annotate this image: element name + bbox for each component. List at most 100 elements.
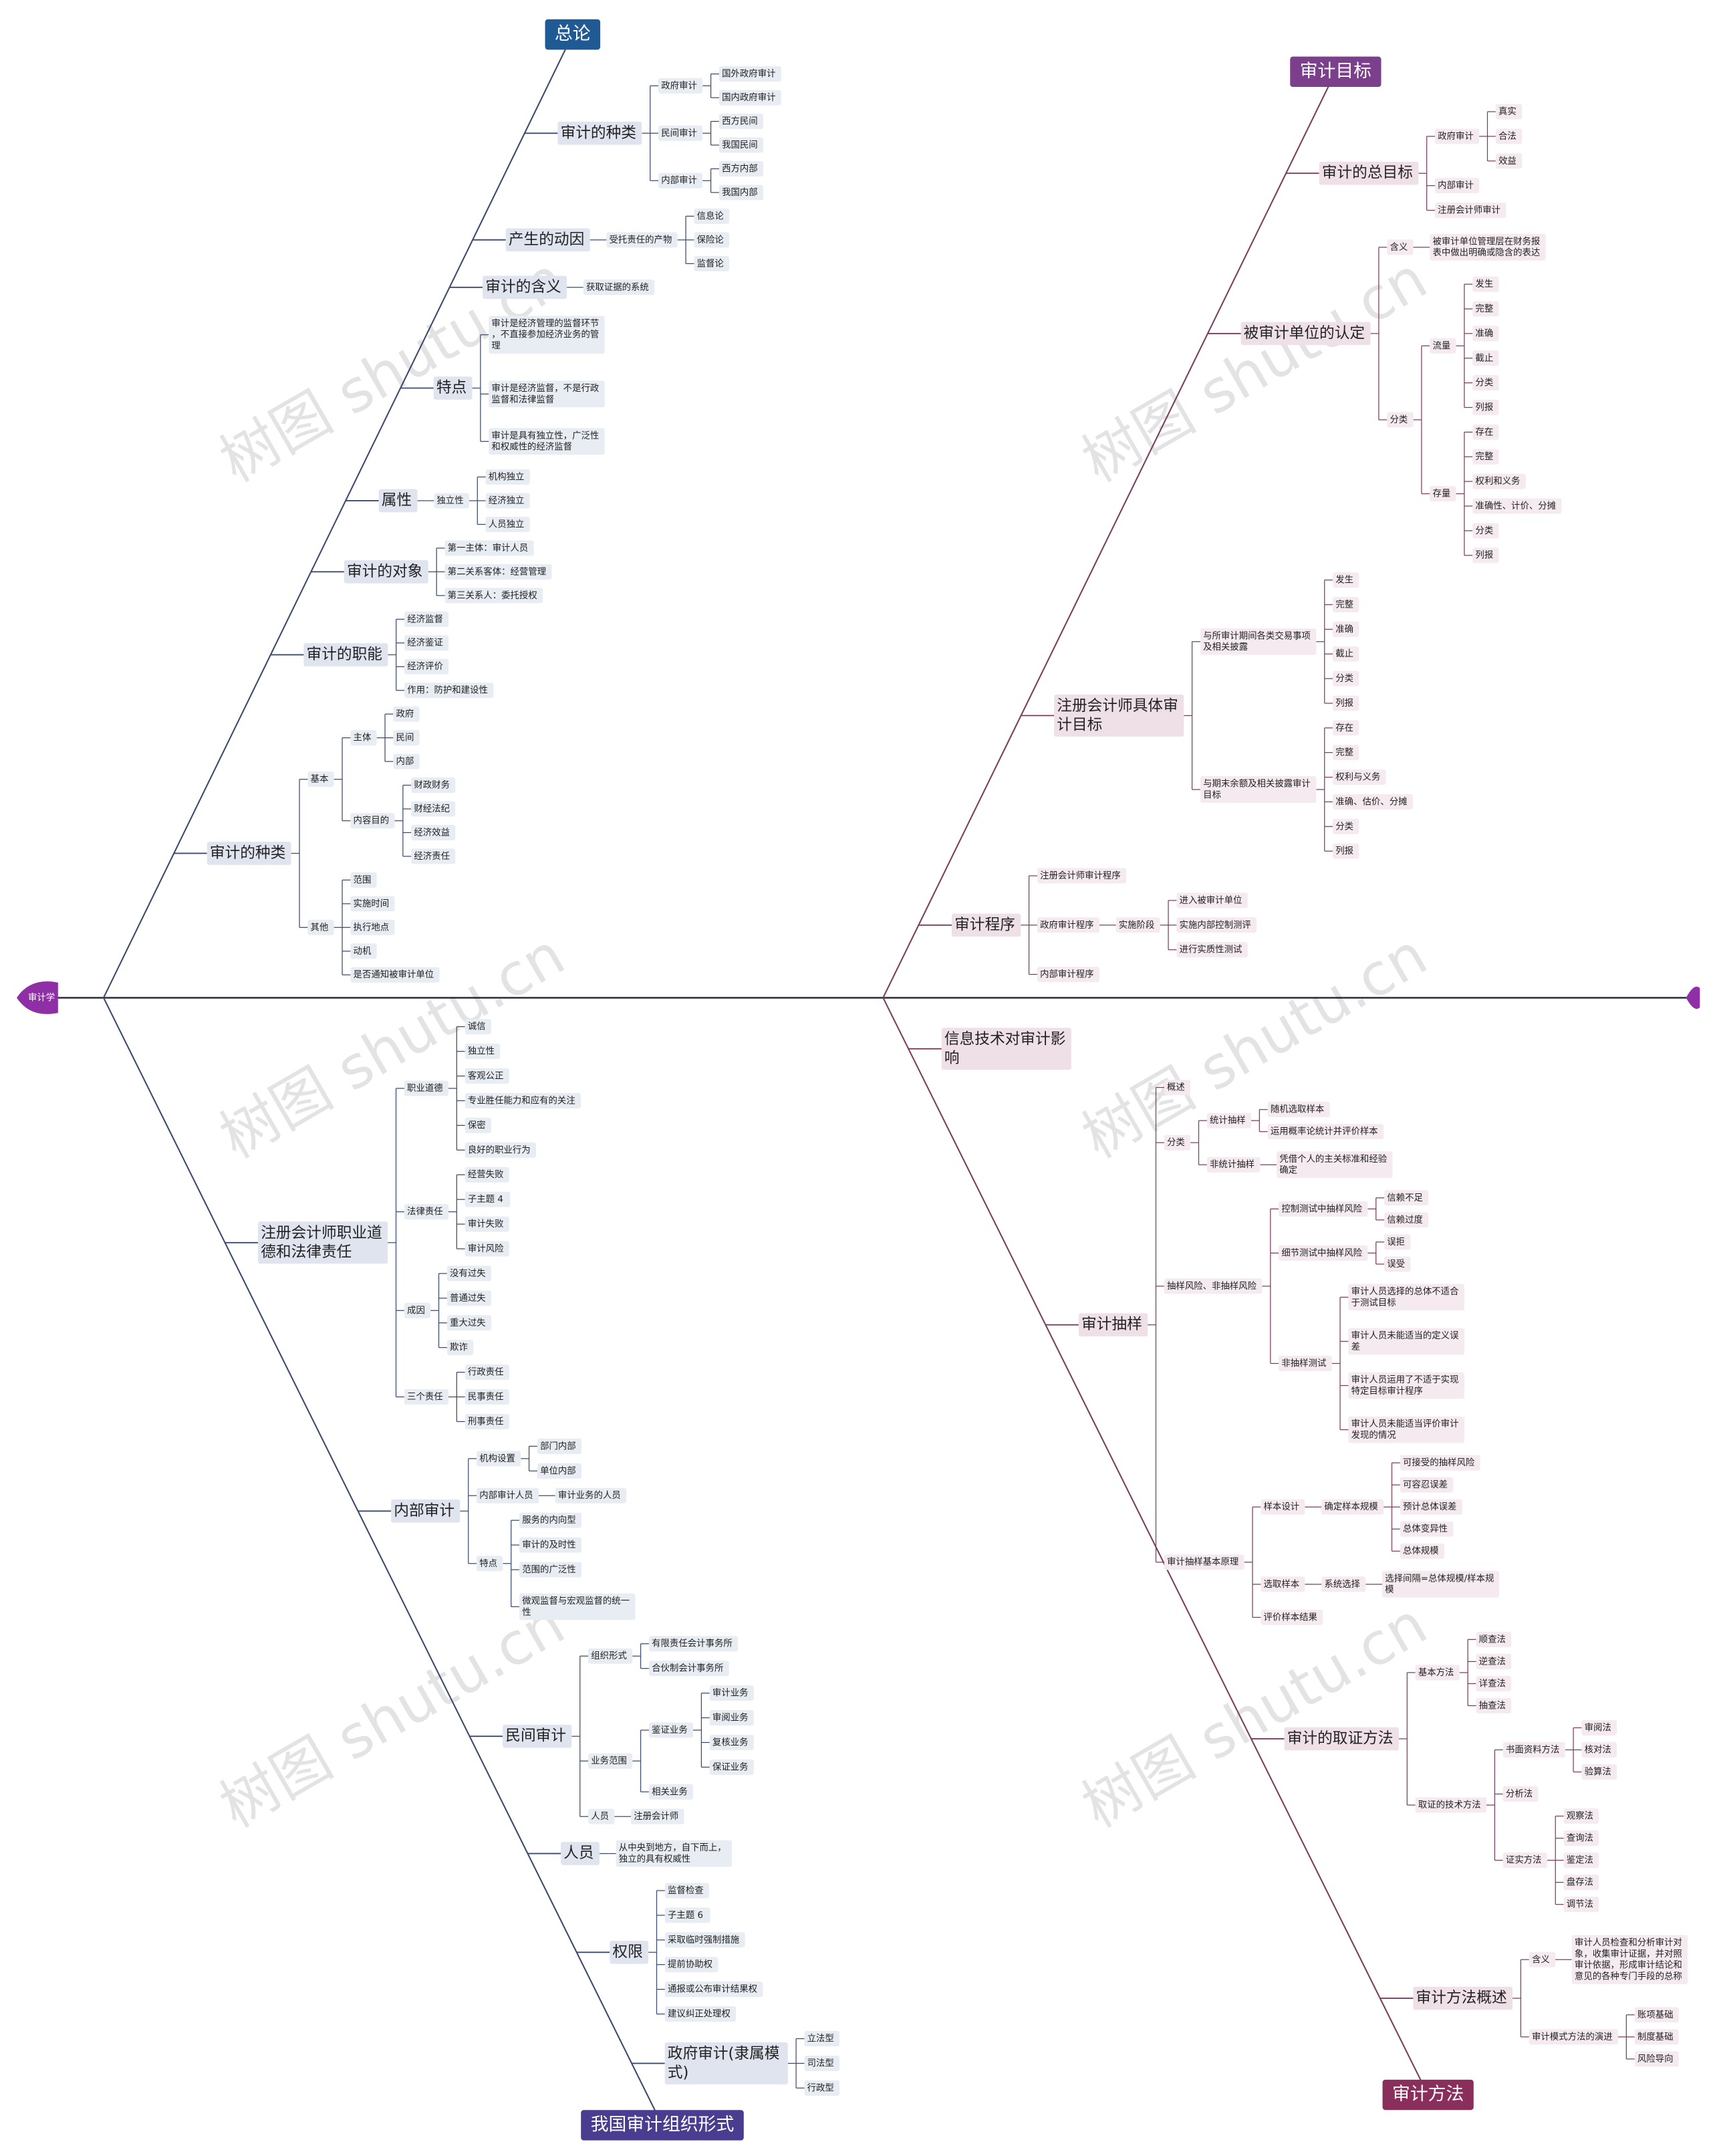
node-box xyxy=(1472,473,1526,489)
node-box xyxy=(1384,1256,1411,1272)
node-label: 运用概率论统计并评价样本 xyxy=(1271,1126,1378,1137)
node-label: 合伙制会计事务所 xyxy=(652,1663,723,1674)
branch-label: 审计的取证方法 xyxy=(1287,1729,1394,1747)
branch-label: 审计的职能 xyxy=(307,646,382,663)
node-box xyxy=(1634,2007,1679,2023)
node-label: 范围 xyxy=(354,874,372,885)
node-box xyxy=(1435,203,1506,219)
node-box xyxy=(1206,1112,1251,1128)
node-box xyxy=(1529,2029,1618,2045)
node-label: 普通过失 xyxy=(450,1293,486,1304)
node-label: 鉴证业务 xyxy=(652,1725,688,1735)
node-label: 权利和义务 xyxy=(1475,475,1520,487)
node-label: 审阅业务 xyxy=(712,1713,749,1723)
node-label: 与所审计期间各类交易事项及相关披露 xyxy=(1203,630,1311,652)
node-label: 西方内部 xyxy=(722,163,758,174)
node-label: 特点 xyxy=(479,1558,497,1569)
node-label: 选择间隔=总体规模/样本规模 xyxy=(1385,1573,1494,1595)
node-label: 概述 xyxy=(1167,1082,1185,1093)
node-box xyxy=(411,777,456,793)
node-label: 审计是经济管理的监督环节，不直接参加经济业务的管理 xyxy=(491,318,599,352)
quadrant-title: 审计目标 xyxy=(1300,61,1371,82)
node-label: 盘存法 xyxy=(1567,1877,1593,1888)
node-label: 审计模式方法的演进 xyxy=(1532,2032,1613,2042)
node-label: 信赖不足 xyxy=(1387,1193,1423,1203)
node-label: 抽查法 xyxy=(1479,1700,1506,1711)
node-label: 是否通知被审计单位 xyxy=(354,969,434,980)
node-label: 审计失败 xyxy=(468,1219,504,1229)
node-box xyxy=(350,872,377,888)
node-label: 审计是具有独立性，广泛性和权威性的经济监督 xyxy=(491,431,599,453)
node-box xyxy=(411,824,456,840)
node-label: 误受 xyxy=(1387,1259,1405,1270)
node-box xyxy=(588,1753,633,1769)
node-label: 合法 xyxy=(1498,131,1517,142)
branch-box xyxy=(664,2042,788,2084)
node-label: 存在 xyxy=(1475,427,1493,437)
node-box xyxy=(664,1907,710,1923)
node-label: 我国民间 xyxy=(722,140,758,150)
node-box xyxy=(350,730,377,746)
node-label: 服务的内向型 xyxy=(522,1515,575,1526)
node-label: 准确性、计价、分摊 xyxy=(1475,501,1556,511)
node-box xyxy=(1261,1609,1323,1625)
node-label: 国内政府审计 xyxy=(722,92,775,103)
node-box xyxy=(1472,350,1499,366)
node-box xyxy=(477,1556,503,1572)
node-box xyxy=(1200,628,1317,655)
node-label: 经济效益 xyxy=(414,827,450,838)
node-label: 复核业务 xyxy=(712,1736,749,1748)
branch-box xyxy=(503,1724,572,1748)
node-box xyxy=(1267,1124,1384,1140)
node-label: 取证的技术方法 xyxy=(1418,1800,1481,1810)
node-box xyxy=(1571,1935,1688,1984)
node-box xyxy=(588,1648,633,1664)
node-box xyxy=(1333,596,1359,612)
node-label: 职业道德 xyxy=(407,1083,443,1094)
node-label: 效益 xyxy=(1498,156,1517,166)
node-label: 顺查法 xyxy=(1479,1634,1506,1645)
node-label: 微观监督与宏观监督的统一性 xyxy=(522,1596,630,1618)
node-box xyxy=(446,1290,491,1306)
node-box xyxy=(1348,1284,1464,1311)
node-box xyxy=(350,919,395,935)
node-box xyxy=(658,172,703,189)
node-box xyxy=(1400,1543,1444,1559)
node-label: 审计人员未能适当的定义误差 xyxy=(1351,1330,1459,1352)
node-box xyxy=(1400,1455,1480,1471)
node-box xyxy=(664,2006,737,2022)
node-box xyxy=(1472,449,1499,465)
node-label: 法律责任 xyxy=(407,1207,443,1217)
node-box xyxy=(1333,646,1359,662)
node-label: 专业胜任能力和应有的关注 xyxy=(468,1094,575,1106)
node-label: 业务范围 xyxy=(591,1756,627,1766)
node-label: 建议纠正处理权 xyxy=(668,2008,731,2020)
node-box xyxy=(1382,1570,1500,1598)
node-label: 账项基础 xyxy=(1637,2009,1674,2020)
node-label: 总体变异性 xyxy=(1403,1524,1448,1534)
node-label: 客观公正 xyxy=(468,1070,504,1082)
node-label: 立法型 xyxy=(807,2034,834,2044)
node-box xyxy=(1430,233,1546,261)
node-label: 完整 xyxy=(1475,304,1493,314)
node-label: 重大过失 xyxy=(450,1318,486,1328)
node-box xyxy=(1472,375,1499,391)
node-label: 第二关系客体：经营管理 xyxy=(448,566,546,577)
node-label: 保密 xyxy=(468,1119,486,1130)
node-box xyxy=(465,1068,509,1084)
node-box xyxy=(718,114,764,130)
bone xyxy=(882,71,1337,998)
node-box xyxy=(477,1487,539,1504)
node-label: 细节测试中抽样风险 xyxy=(1281,1247,1362,1258)
node-box xyxy=(465,1142,537,1158)
node-label: 截止 xyxy=(1335,648,1353,659)
node-label: 注册会计师审计 xyxy=(1438,205,1500,216)
node-label: 经济评价 xyxy=(407,661,443,672)
node-box xyxy=(1400,1477,1454,1493)
branch-box xyxy=(1078,1313,1148,1336)
node-box xyxy=(709,1734,754,1750)
node-label: 诚信 xyxy=(468,1022,486,1032)
node-box xyxy=(1333,572,1359,588)
node-box xyxy=(1164,1134,1191,1151)
branch-label: 权限 xyxy=(612,1943,642,1961)
